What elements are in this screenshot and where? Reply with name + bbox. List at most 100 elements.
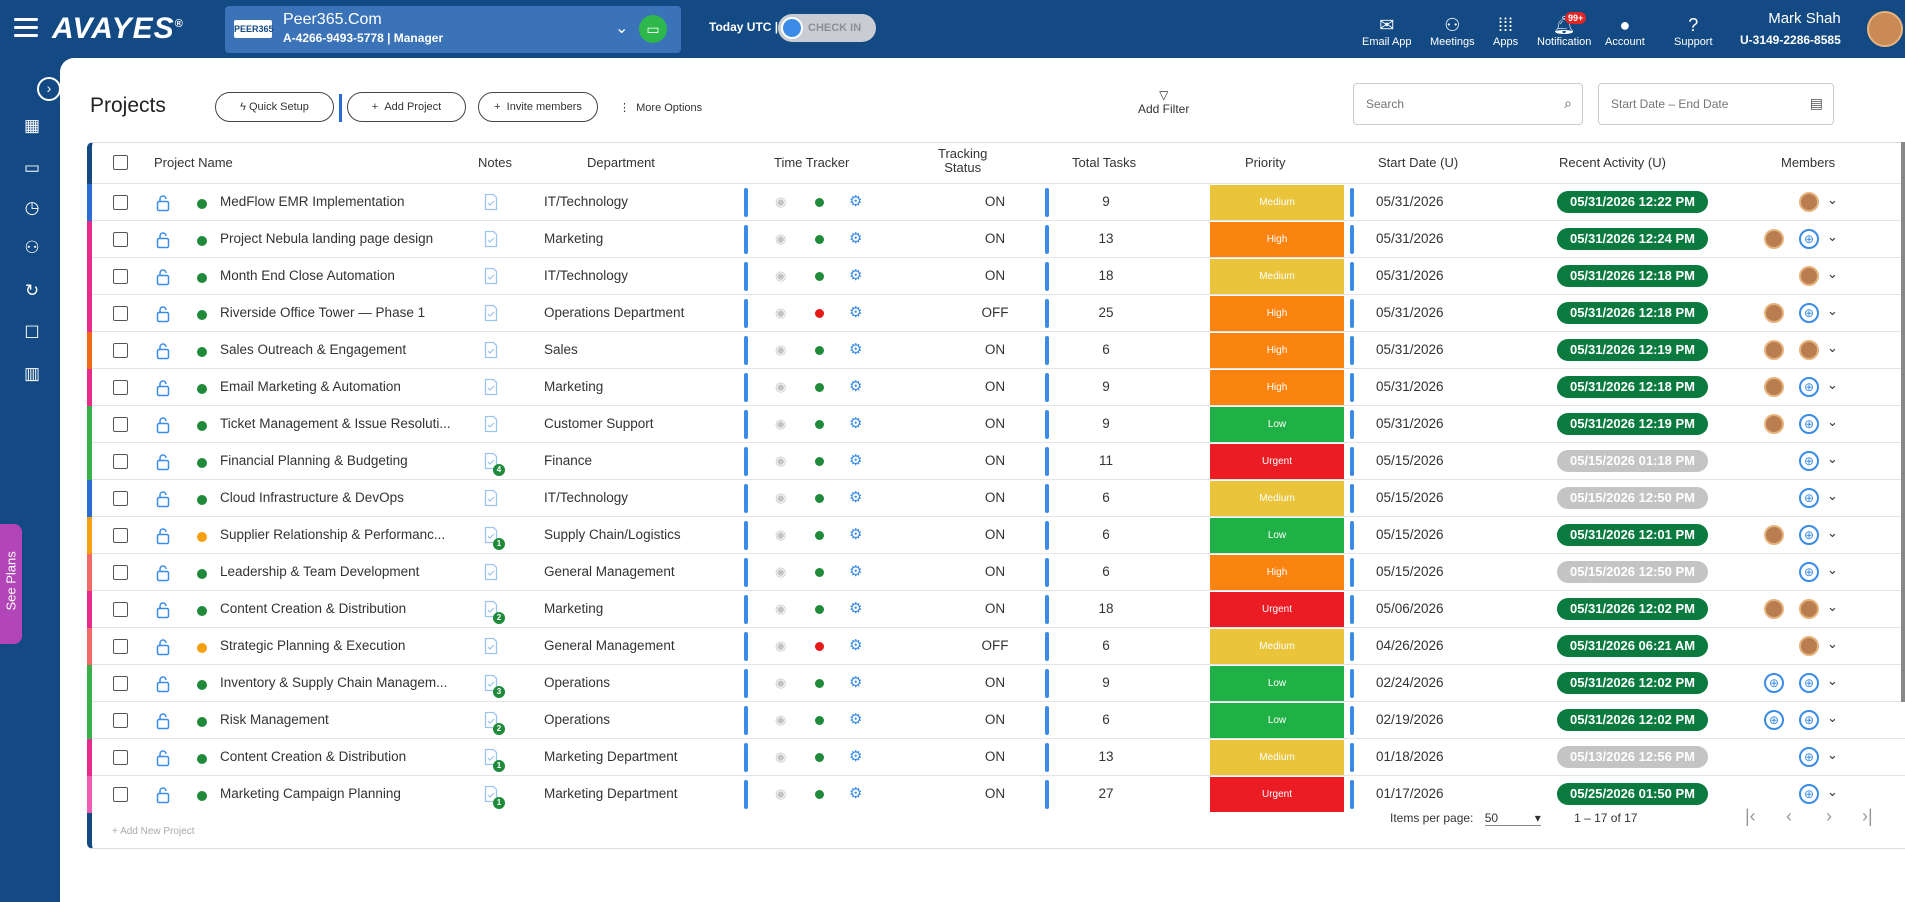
member-avatar[interactable] [1764, 525, 1784, 545]
project-name[interactable]: Financial Planning & Budgeting [220, 453, 408, 468]
lock-icon[interactable] [156, 638, 170, 656]
nav-account[interactable]: ● Account [1605, 14, 1645, 48]
priority-badge[interactable]: Low [1210, 518, 1344, 553]
note-icon[interactable] [484, 230, 498, 248]
tracker-settings-icon[interactable]: ⚙ [849, 193, 863, 210]
chevron-down-icon[interactable]: ⌄ [1827, 710, 1838, 725]
col-time-tracker[interactable]: Time Tracker [774, 155, 850, 170]
tracker-settings-icon[interactable]: ⚙ [849, 230, 863, 247]
row-checkbox[interactable] [113, 713, 128, 728]
chevron-down-icon[interactable]: ⌄ [1827, 303, 1838, 318]
priority-badge[interactable]: Medium [1210, 259, 1344, 294]
row-checkbox[interactable] [113, 565, 128, 580]
note-icon[interactable] [484, 267, 498, 285]
nav-meetings[interactable]: ⚇ Meetings [1430, 14, 1475, 48]
chevron-down-icon[interactable]: ⌄ [1827, 784, 1838, 799]
chevron-down-icon[interactable]: ⌄ [1827, 488, 1838, 503]
globe-icon[interactable]: ⊕ [1799, 710, 1819, 730]
table-row[interactable]: Content Creation & Distribution 2 Marketin… [87, 590, 1905, 628]
col-total-tasks[interactable]: Total Tasks [1072, 155, 1137, 170]
chevron-down-icon[interactable]: ⌄ [1827, 266, 1838, 281]
priority-badge[interactable]: High [1210, 296, 1344, 331]
row-checkbox[interactable] [113, 639, 128, 654]
project-name[interactable]: Riverside Office Tower — Phase 1 [220, 305, 426, 320]
lock-icon[interactable] [156, 490, 170, 508]
note-icon[interactable] [484, 563, 498, 581]
users-icon[interactable]: ⚇ [24, 238, 40, 257]
globe-icon[interactable]: ⊕ [1799, 488, 1819, 508]
project-name[interactable]: Risk Management [220, 712, 329, 727]
priority-badge[interactable]: Medium [1210, 185, 1344, 220]
lock-icon[interactable] [156, 305, 170, 323]
chevron-down-icon[interactable]: ⌄ [1827, 451, 1838, 466]
invite-members-button[interactable]: + Invite members [478, 92, 598, 122]
member-avatar[interactable] [1799, 599, 1819, 619]
project-name[interactable]: Content Creation & Distribution [220, 749, 407, 764]
project-name[interactable]: Supplier Relationship & Performanc... [220, 527, 446, 542]
reports-icon[interactable]: ▥ [23, 364, 41, 383]
globe-icon[interactable]: ⊕ [1799, 414, 1819, 434]
check-in-toggle[interactable]: CHECK IN [778, 14, 876, 42]
tracker-settings-icon[interactable]: ⚙ [849, 748, 863, 765]
eye-icon[interactable]: ◉ [775, 564, 787, 579]
member-avatar[interactable] [1764, 303, 1784, 323]
eye-icon[interactable]: ◉ [775, 305, 787, 320]
lock-icon[interactable] [156, 268, 170, 286]
eye-icon[interactable]: ◉ [775, 601, 787, 616]
table-row[interactable]: Email Marketing & Automation Marketing ◉ ⚙ O… [87, 368, 1905, 406]
note-icon[interactable] [484, 526, 498, 544]
chevron-down-icon[interactable]: ⌄ [1827, 562, 1838, 577]
col-priority[interactable]: Priority [1245, 155, 1286, 170]
globe-icon[interactable]: ⊕ [1799, 377, 1819, 397]
nav-support[interactable]: ? Support [1674, 14, 1713, 48]
table-row[interactable]: Month End Close Automation IT/Technology ◉… [87, 257, 1905, 295]
project-name[interactable]: Inventory & Supply Chain Managem... [220, 675, 448, 690]
note-icon[interactable] [484, 341, 498, 359]
member-avatar[interactable] [1799, 266, 1819, 286]
priority-badge[interactable]: Urgent [1210, 444, 1344, 479]
row-checkbox[interactable] [113, 195, 128, 210]
prev-page-icon[interactable]: ‹ [1786, 806, 1792, 826]
member-avatar[interactable] [1764, 599, 1784, 619]
globe-icon[interactable]: ⊕ [1764, 673, 1784, 693]
eye-icon[interactable]: ◉ [775, 786, 787, 801]
tracker-settings-icon[interactable]: ⚙ [849, 378, 863, 395]
row-checkbox[interactable] [113, 787, 128, 802]
app-logo[interactable]: AVAYES® [52, 12, 184, 45]
tracker-settings-icon[interactable]: ⚙ [849, 526, 863, 543]
table-row[interactable]: Content Creation & Distribution 1 Marketin… [87, 738, 1905, 776]
col-tracking-status[interactable]: Tracking Status [938, 146, 988, 175]
first-page-icon[interactable]: |‹ [1745, 806, 1756, 826]
eye-icon[interactable]: ◉ [775, 194, 787, 209]
project-name[interactable]: Cloud Infrastructure & DevOps [220, 490, 404, 505]
eye-icon[interactable]: ◉ [775, 712, 787, 727]
scrollbar[interactable] [1901, 142, 1905, 702]
col-department[interactable]: Department [587, 155, 655, 170]
add-new-project-link[interactable]: + Add New Project [112, 826, 195, 837]
tracker-settings-icon[interactable]: ⚙ [849, 563, 863, 580]
table-row[interactable]: Marketing Campaign Planning 1 Marketing De… [87, 775, 1905, 813]
globe-icon[interactable]: ⊕ [1799, 525, 1819, 545]
table-row[interactable]: Ticket Management & Issue Resoluti... Cus… [87, 405, 1905, 443]
member-avatar[interactable] [1764, 340, 1784, 360]
eye-icon[interactable]: ◉ [775, 416, 787, 431]
more-options-button[interactable]: ⋮ More Options [619, 102, 703, 114]
eye-icon[interactable]: ◉ [775, 527, 787, 542]
eye-icon[interactable]: ◉ [775, 453, 787, 468]
table-row[interactable]: Cloud Infrastructure & DevOps IT/Technolo… [87, 479, 1905, 517]
note-icon[interactable] [484, 304, 498, 322]
row-checkbox[interactable] [113, 269, 128, 284]
tracker-settings-icon[interactable]: ⚙ [849, 304, 863, 321]
priority-badge[interactable]: High [1210, 555, 1344, 590]
search-input[interactable] [1366, 97, 1536, 111]
chevron-down-icon[interactable]: ⌄ [1827, 229, 1838, 244]
company-selector[interactable]: PEER365 Peer365.Com A-4266-9493-5778 | M… [225, 6, 681, 53]
project-name[interactable]: Leadership & Team Development [220, 564, 420, 579]
date-range-box[interactable]: ▤ [1598, 83, 1834, 125]
lock-icon[interactable] [156, 675, 170, 693]
project-name[interactable]: Ticket Management & Issue Resoluti... [220, 416, 451, 431]
project-name[interactable]: MedFlow EMR Implementation [220, 194, 405, 209]
col-start-date[interactable]: Start Date (U) [1378, 155, 1459, 170]
note-icon[interactable] [484, 193, 498, 211]
tracker-settings-icon[interactable]: ⚙ [849, 489, 863, 506]
